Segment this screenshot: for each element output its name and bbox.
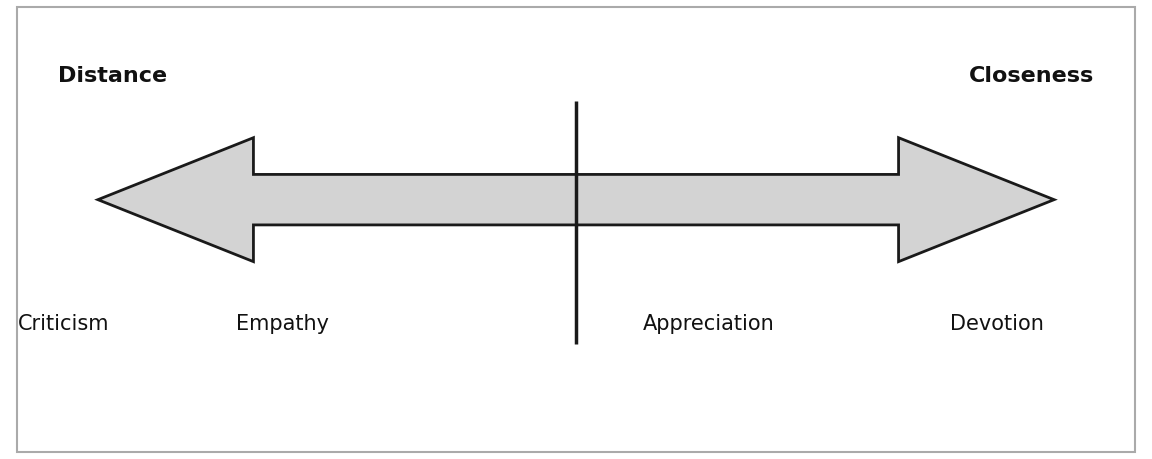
Polygon shape xyxy=(98,138,1054,262)
Text: Devotion: Devotion xyxy=(949,313,1044,334)
Text: Criticism: Criticism xyxy=(17,313,109,334)
Text: Distance: Distance xyxy=(58,66,167,86)
Text: Empathy: Empathy xyxy=(236,313,328,334)
Text: Appreciation: Appreciation xyxy=(643,313,774,334)
Text: Closeness: Closeness xyxy=(969,66,1094,86)
